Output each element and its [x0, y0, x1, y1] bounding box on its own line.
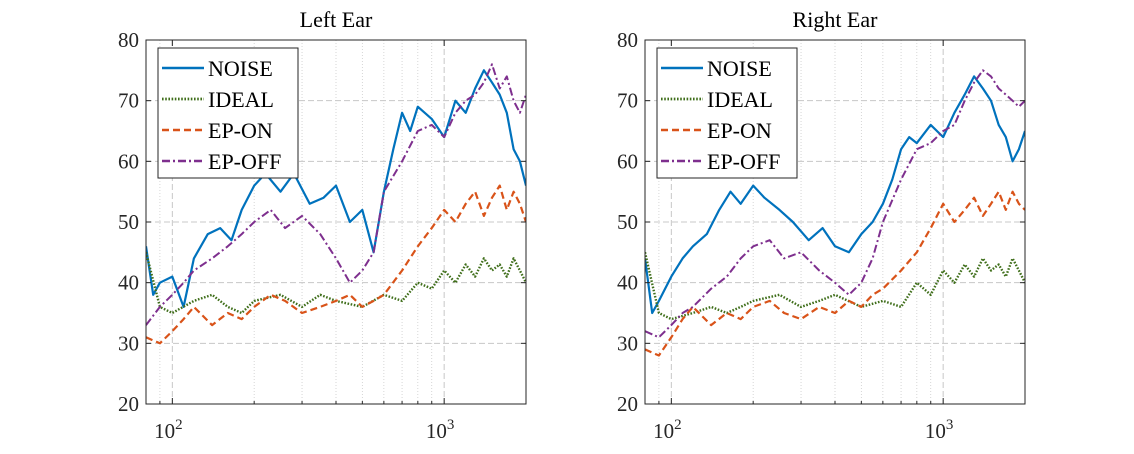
series-line-ep-on — [146, 184, 526, 345]
x-tick-label: 103 — [426, 417, 455, 443]
x-tick-label: 102 — [154, 417, 183, 443]
chart-title: Right Ear — [793, 7, 879, 32]
legend-label: EP-OFF — [707, 149, 780, 174]
series-line-ep-on — [645, 190, 1025, 357]
y-tick-label: 20 — [118, 392, 139, 416]
legend-label: EP-ON — [707, 118, 772, 143]
y-tick-label: 60 — [617, 149, 638, 173]
legend: NOISE IDEAL EP-ON EP-OFF — [656, 47, 798, 179]
y-tick-label: 40 — [118, 271, 139, 295]
series-line-noise — [146, 69, 526, 308]
y-tick-label: 20 — [617, 392, 638, 416]
y-tick-label: 30 — [617, 331, 638, 355]
y-tick-label: 70 — [617, 89, 638, 113]
x-tick-label-exponent: 2 — [175, 417, 183, 433]
y-tick-label: 30 — [118, 331, 139, 355]
legend-label: EP-ON — [208, 118, 273, 143]
legend-label: NOISE — [208, 56, 273, 81]
chart-title: Left Ear — [300, 7, 373, 32]
x-tick-label: 102 — [653, 417, 682, 443]
legend-label: IDEAL — [707, 87, 773, 112]
x-tick-label-base: 10 — [653, 419, 674, 443]
series-group — [146, 63, 526, 345]
legend: NOISE IDEAL EP-ON EP-OFF — [157, 47, 299, 179]
y-tick-label: 50 — [118, 210, 139, 234]
legend-label: IDEAL — [208, 87, 274, 112]
series-line-ep-off — [645, 69, 1025, 339]
legend-label: NOISE — [707, 56, 772, 81]
y-tick-label: 60 — [118, 149, 139, 173]
series-line-ep-off — [146, 63, 526, 326]
x-tick-label-base: 10 — [925, 419, 946, 443]
series-line-noise — [645, 75, 1025, 315]
series-line-ideal — [146, 252, 526, 315]
series-line-ideal — [645, 252, 1025, 321]
x-tick-label-exponent: 2 — [674, 417, 682, 433]
y-tick-label: 80 — [617, 28, 638, 52]
series-group — [645, 69, 1025, 357]
x-tick-label-base: 10 — [426, 419, 447, 443]
y-tick-label: 50 — [617, 210, 638, 234]
x-tick-label: 103 — [925, 417, 954, 443]
y-tick-label: 70 — [118, 89, 139, 113]
x-tick-label-base: 10 — [154, 419, 175, 443]
legend-box — [157, 47, 299, 179]
x-tick-label-exponent: 3 — [946, 417, 954, 433]
legend-box — [656, 47, 798, 179]
y-tick-label: 40 — [617, 271, 638, 295]
x-tick-label-exponent: 3 — [447, 417, 455, 433]
legend-label: EP-OFF — [208, 149, 281, 174]
y-tick-label: 80 — [118, 28, 139, 52]
